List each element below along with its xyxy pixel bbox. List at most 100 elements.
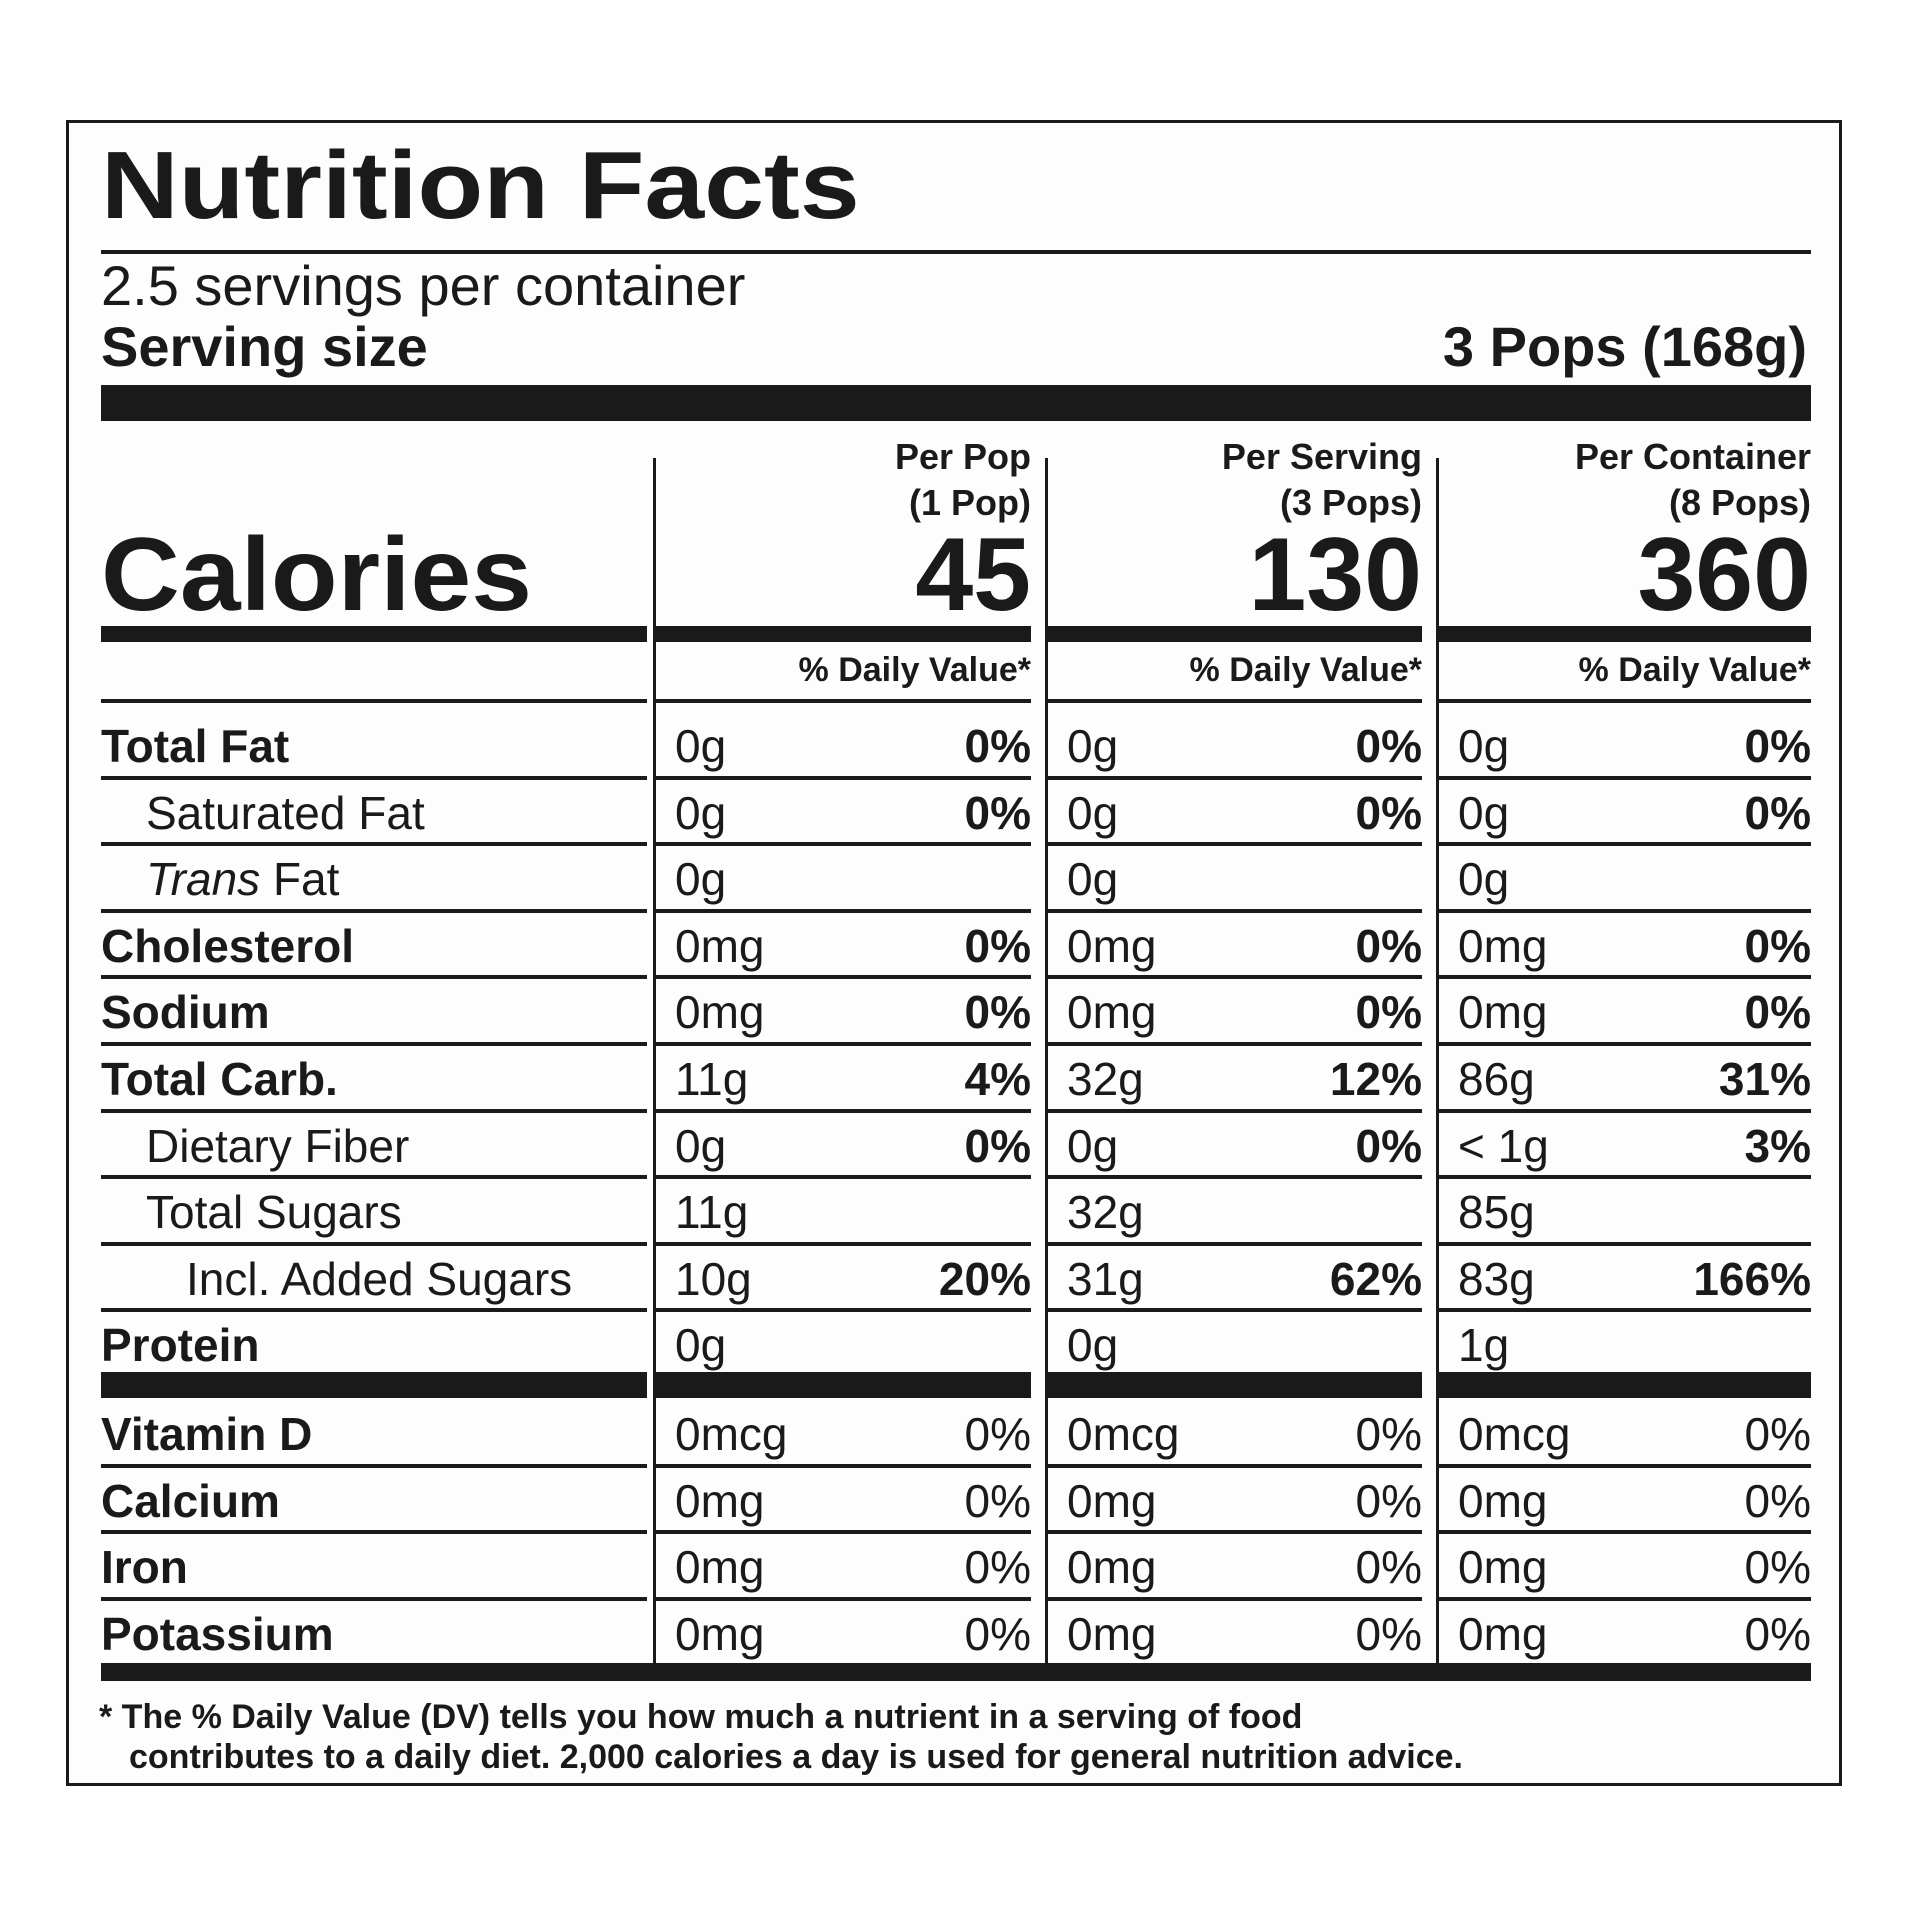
row-rule <box>1438 1308 1811 1313</box>
row-rule <box>1438 1108 1811 1113</box>
row-rule <box>1047 1042 1422 1046</box>
vitamin-daily-value: 0% <box>1355 1541 1422 1594</box>
row-rule <box>1047 842 1422 847</box>
nutrient-amount: 0mg <box>1067 919 1157 972</box>
nutrient-amount: 32g <box>1067 1053 1144 1105</box>
column-header-2: Per Serving <box>1221 436 1422 477</box>
vitamin-daily-value: 0% <box>1744 1607 1811 1660</box>
row-rule <box>655 1175 1031 1180</box>
row-rule <box>655 975 1031 980</box>
row-rule <box>101 775 647 780</box>
nutrient-amount: 0g <box>1067 1319 1119 1372</box>
nutrient-amount: 0g <box>675 1119 727 1172</box>
nutrient-daily-value: 0% <box>1355 1119 1422 1172</box>
row-rule <box>1047 908 1422 913</box>
column-subheader-2: (3 Pops) <box>1279 482 1422 523</box>
footnote-line-2: contributes to a daily diet. 2,000 calor… <box>129 1738 1463 1777</box>
nutrient-amount: 85g <box>1458 1186 1535 1239</box>
nutrient-amount: 0g <box>1458 720 1510 772</box>
vitamin-daily-value: 0% <box>964 1474 1031 1527</box>
row-rule <box>101 1175 647 1180</box>
vitamin-amount: 0mg <box>1458 1474 1548 1527</box>
nutrient-daily-value: 0% <box>964 919 1031 972</box>
vitamin-amount: 0mg <box>1067 1474 1157 1527</box>
row-rule <box>1438 908 1811 913</box>
row-rule <box>101 1308 647 1313</box>
nutrient-label: Protein <box>101 1319 260 1372</box>
nutrient-daily-value: 0% <box>964 986 1031 1039</box>
nutrient-amount: 0g <box>1067 1119 1119 1172</box>
row-rule <box>655 908 1031 913</box>
serving-size-label: Serving size <box>101 315 428 378</box>
daily-value-footnote: * The % Daily Value (DV) tells you how m… <box>99 1697 1463 1777</box>
vitamin-amount: 0mg <box>1458 1541 1548 1594</box>
row-rule <box>1438 975 1811 980</box>
nutrient-amount: 32g <box>1067 1186 1144 1239</box>
calories-value-1: 45 <box>915 517 1031 633</box>
row-rule <box>1438 1596 1811 1601</box>
vitamin-label: Potassium <box>101 1607 334 1660</box>
nutrient-amount: 11g <box>675 1186 749 1239</box>
row-rule <box>101 1596 647 1601</box>
nutrient-label: Sodium <box>101 986 270 1039</box>
column-divider <box>1045 458 1048 1663</box>
nutrient-label: Saturated Fat <box>146 786 425 839</box>
row-rule <box>101 975 647 980</box>
vitamin-amount: 0mg <box>1458 1607 1548 1660</box>
nutrient-label: Total Carb. <box>101 1053 338 1105</box>
calories-value-3: 360 <box>1637 517 1811 633</box>
row-rule <box>1438 1241 1811 1246</box>
vitamin-amount: 0mcg <box>1458 1408 1571 1460</box>
nutrient-daily-value: 0% <box>1744 986 1811 1039</box>
row-rule <box>1047 1108 1422 1113</box>
row-rule <box>1438 842 1811 847</box>
dv-header-rule <box>101 699 647 703</box>
row-rule <box>101 1108 647 1113</box>
nutrient-daily-value: 0% <box>1355 786 1422 839</box>
nutrition-facts-label: Nutrition Facts 2.5 servings per contain… <box>66 120 1842 1786</box>
nutrient-amount: 0g <box>675 853 727 906</box>
nutrient-amount: 0g <box>1067 720 1119 772</box>
row-rule <box>1047 1596 1422 1601</box>
vitamin-separator <box>1047 1372 1422 1398</box>
nutrient-amount: 0g <box>675 1319 727 1372</box>
row-rule <box>655 1530 1031 1535</box>
nutrient-daily-value: 0% <box>1355 720 1422 772</box>
column-divider <box>1436 458 1439 1663</box>
row-rule <box>101 1042 647 1046</box>
column-header-1: Per Pop <box>894 436 1031 477</box>
row-rule <box>655 1108 1031 1113</box>
vitamin-daily-value: 0% <box>1744 1408 1811 1460</box>
calories-label: Calories <box>101 517 532 633</box>
vitamin-daily-value: 0% <box>964 1541 1031 1594</box>
vitamin-daily-value: 0% <box>1744 1474 1811 1527</box>
servings-per-container: 2.5 servings per container <box>101 254 746 317</box>
row-rule <box>655 1463 1031 1468</box>
nutrient-daily-value: 20% <box>938 1252 1031 1305</box>
serving-size-value: 3 Pops (168g) <box>1442 315 1807 378</box>
calories-rule <box>1438 626 1811 642</box>
vitamin-daily-value: 0% <box>1355 1474 1422 1527</box>
row-rule <box>1438 1530 1811 1535</box>
row-rule <box>655 1308 1031 1313</box>
row-rule <box>1438 1175 1811 1180</box>
title-rule <box>101 250 1811 254</box>
nutrient-amount: 0g <box>675 786 727 839</box>
nutrient-daily-value: 12% <box>1329 1053 1422 1105</box>
label-title: Nutrition Facts <box>101 132 860 239</box>
row-rule <box>1438 1463 1811 1468</box>
nutrient-amount: 1g <box>1458 1319 1510 1372</box>
row-rule <box>1047 1308 1422 1313</box>
nutrient-label-rest: Fat <box>260 853 340 906</box>
footnote-line-1: * The % Daily Value (DV) tells you how m… <box>99 1698 1303 1736</box>
nutrient-amount: 11g <box>675 1053 749 1105</box>
nutrient-daily-value: 0% <box>964 786 1031 839</box>
vitamin-daily-value: 0% <box>1355 1408 1422 1460</box>
vitamin-label: Calcium <box>101 1474 280 1527</box>
nutrient-daily-value: 0% <box>1355 986 1422 1039</box>
row-rule <box>655 842 1031 847</box>
row-rule <box>1047 1463 1422 1468</box>
nutrient-amount: 0g <box>1067 853 1119 906</box>
calories-rule <box>1047 626 1422 642</box>
nutrient-amount: 0mg <box>675 986 765 1039</box>
